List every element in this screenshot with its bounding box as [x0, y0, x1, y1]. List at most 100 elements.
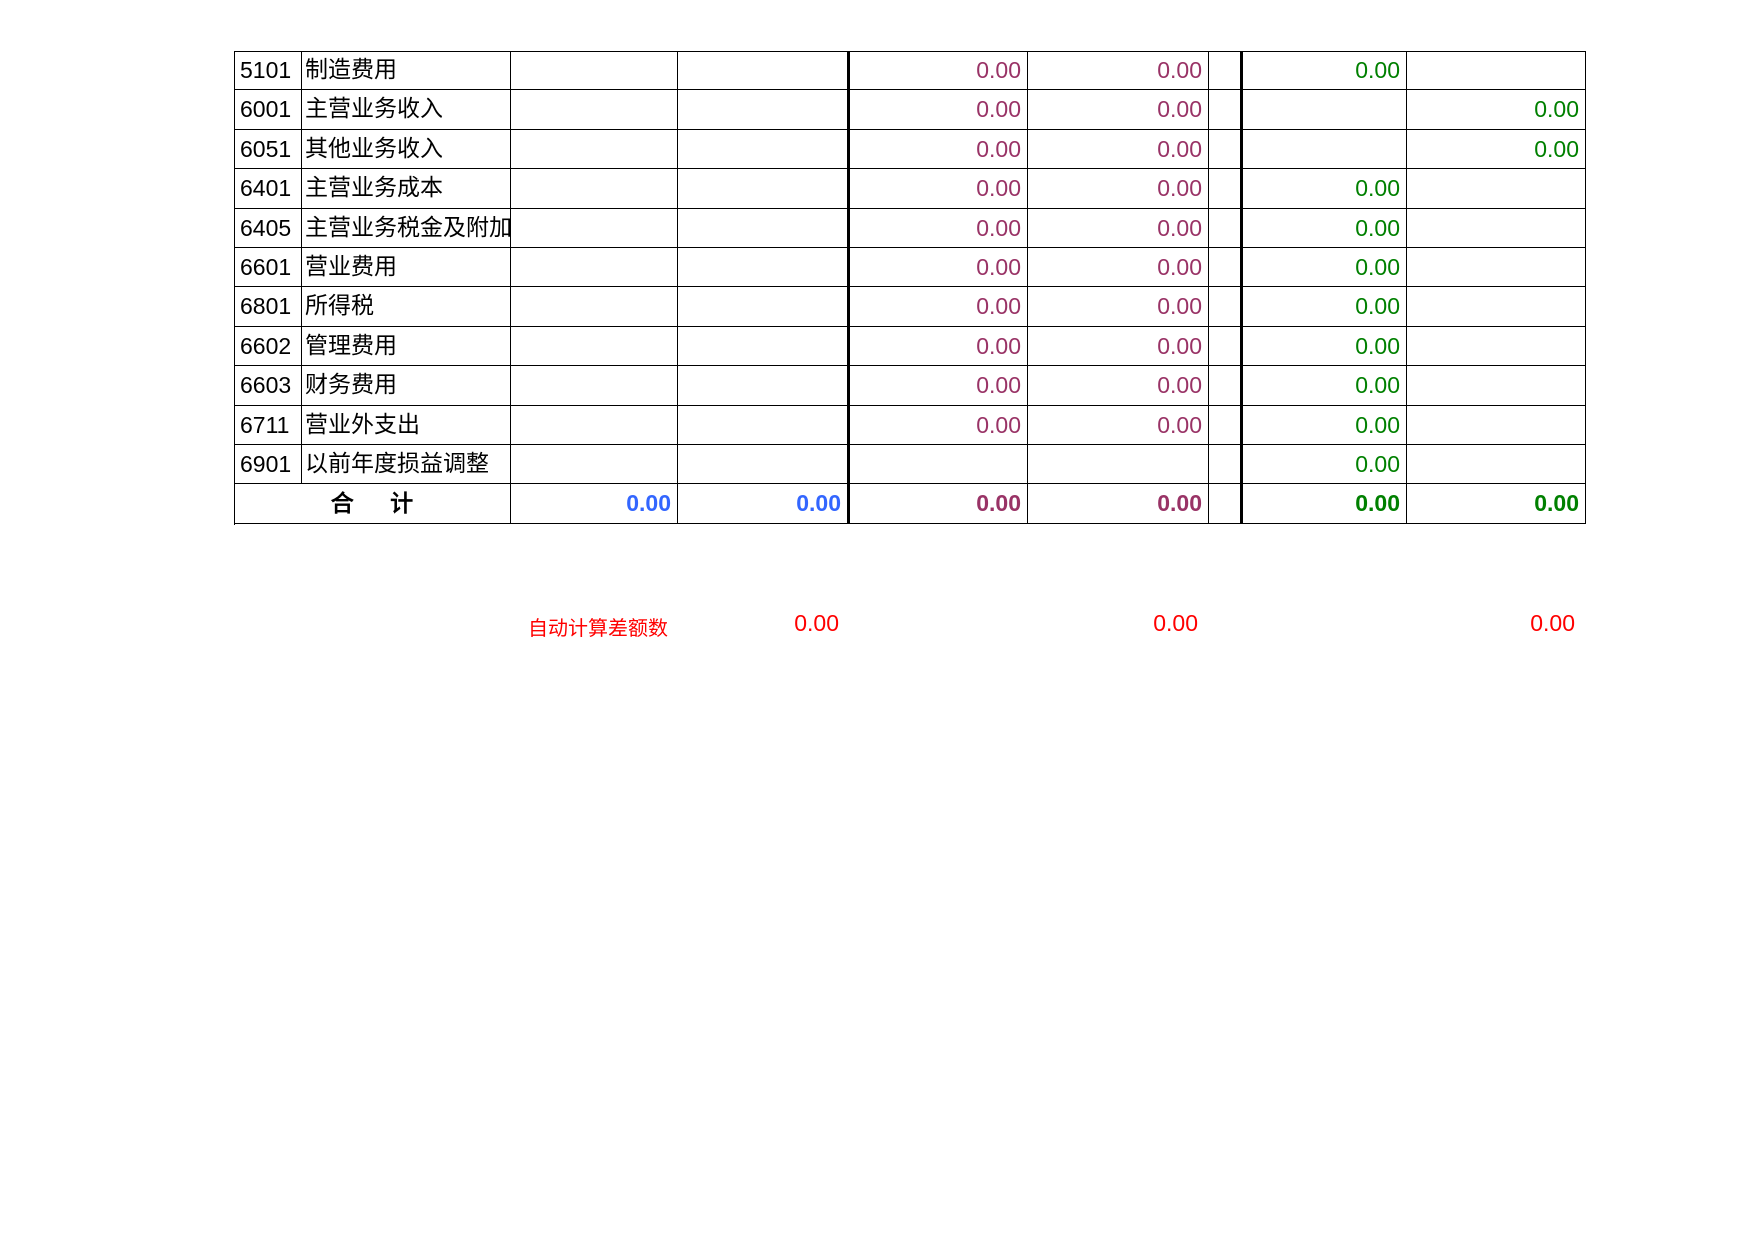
amount-cell: 0.00 — [850, 51, 1028, 91]
amount-cell: 0.00 — [1243, 326, 1407, 367]
amount-cell: 0.00 — [1243, 208, 1407, 248]
account-name: 主营业务税金及附加 — [302, 208, 512, 248]
amount-cell — [1209, 366, 1243, 406]
total-cell: 0.00 — [511, 484, 678, 524]
amount-cell: 0.00 — [1028, 326, 1209, 367]
footer-value: 0.00 — [1153, 610, 1198, 636]
amount-cell — [678, 366, 850, 406]
account-code: 6801 — [234, 287, 302, 327]
amount-cell: 0.00 — [1407, 129, 1586, 170]
total-cell: 0.00 — [1028, 484, 1209, 524]
account-name: 营业外支出 — [302, 405, 511, 445]
account-code: 6901 — [234, 445, 302, 485]
amount-cell: 0.00 — [850, 287, 1028, 327]
footer-value: 0.00 — [1530, 610, 1575, 636]
amount-cell: 0.00 — [1243, 445, 1407, 485]
amount-cell — [511, 445, 678, 485]
account-name: 主营业务收入 — [302, 90, 511, 130]
total-cell — [1209, 484, 1243, 524]
footer-label: 自动计算差额数 — [528, 618, 668, 640]
amount-cell: 0.00 — [1243, 405, 1407, 445]
amount-cell — [1209, 51, 1243, 91]
total-cell: 0.00 — [1243, 484, 1407, 524]
amount-cell — [511, 169, 678, 209]
amount-cell — [1209, 208, 1243, 248]
amount-cell: 0.00 — [1028, 405, 1209, 445]
amount-cell — [1407, 169, 1586, 209]
amount-cell — [1407, 208, 1586, 248]
total-cell: 0.00 — [850, 484, 1028, 524]
amount-cell: 0.00 — [1028, 248, 1209, 288]
amount-cell — [511, 90, 678, 130]
amount-cell: 0.00 — [1028, 366, 1209, 406]
amount-cell: 0.00 — [1028, 90, 1209, 130]
amount-cell: 0.00 — [850, 129, 1028, 170]
amount-cell — [511, 405, 678, 445]
amount-cell: 0.00 — [1243, 51, 1407, 91]
account-name: 营业费用 — [302, 248, 511, 288]
account-code: 6051 — [234, 129, 302, 170]
amount-cell — [1407, 445, 1586, 485]
total-cell: 0.00 — [1407, 484, 1586, 524]
amount-cell — [678, 405, 850, 445]
amount-cell — [511, 208, 678, 248]
amount-cell — [511, 326, 678, 367]
amount-cell: 0.00 — [1243, 248, 1407, 288]
account-code: 6711 — [234, 405, 302, 445]
amount-cell: 0.00 — [1243, 287, 1407, 327]
account-code: 6401 — [234, 169, 302, 209]
amount-cell: 0.00 — [1243, 366, 1407, 406]
amount-cell — [678, 169, 850, 209]
footer-value: 0.00 — [794, 610, 839, 636]
amount-cell — [511, 287, 678, 327]
amount-cell — [678, 445, 850, 485]
account-name: 所得税 — [302, 287, 511, 327]
amount-cell — [1407, 51, 1586, 91]
amount-cell — [511, 248, 678, 288]
account-name: 财务费用 — [302, 366, 511, 406]
total-cell: 0.00 — [678, 484, 850, 524]
amount-cell: 0.00 — [1028, 169, 1209, 209]
amount-cell — [1407, 405, 1586, 445]
amount-cell — [1407, 287, 1586, 327]
amount-cell: 0.00 — [850, 208, 1028, 248]
amount-cell — [1407, 326, 1586, 367]
amount-cell — [678, 208, 850, 248]
account-name: 管理费用 — [302, 326, 511, 367]
amount-cell — [678, 51, 850, 91]
amount-cell: 0.00 — [1028, 208, 1209, 248]
account-name: 主营业务成本 — [302, 169, 511, 209]
amount-cell — [678, 90, 850, 130]
amount-cell — [1209, 248, 1243, 288]
amount-cell — [1209, 405, 1243, 445]
amount-cell: 0.00 — [1028, 129, 1209, 170]
amount-cell — [1407, 248, 1586, 288]
account-code: 6601 — [234, 248, 302, 288]
amount-cell — [678, 326, 850, 367]
amount-cell — [1209, 169, 1243, 209]
amount-cell: 0.00 — [850, 248, 1028, 288]
amount-cell: 0.00 — [850, 326, 1028, 367]
amount-cell: 0.00 — [850, 366, 1028, 406]
amount-cell: 0.00 — [1028, 51, 1209, 91]
amount-cell — [1243, 90, 1407, 130]
amount-cell — [678, 248, 850, 288]
amount-cell — [1209, 90, 1243, 130]
amount-cell — [511, 51, 678, 91]
amount-cell — [678, 287, 850, 327]
account-code: 6001 — [234, 90, 302, 130]
account-name: 制造费用 — [302, 51, 511, 91]
amount-cell: 0.00 — [1243, 169, 1407, 209]
amount-cell — [511, 129, 678, 170]
amount-cell — [850, 445, 1028, 485]
amount-cell: 0.00 — [1028, 287, 1209, 327]
amount-cell — [1407, 366, 1586, 406]
amount-cell — [1209, 129, 1243, 170]
amount-cell — [678, 129, 850, 170]
amount-cell — [1209, 287, 1243, 327]
amount-cell: 0.00 — [850, 169, 1028, 209]
account-code: 6602 — [234, 326, 302, 367]
total-label: 合 计 — [234, 484, 511, 524]
account-name: 以前年度损益调整 — [302, 445, 511, 485]
